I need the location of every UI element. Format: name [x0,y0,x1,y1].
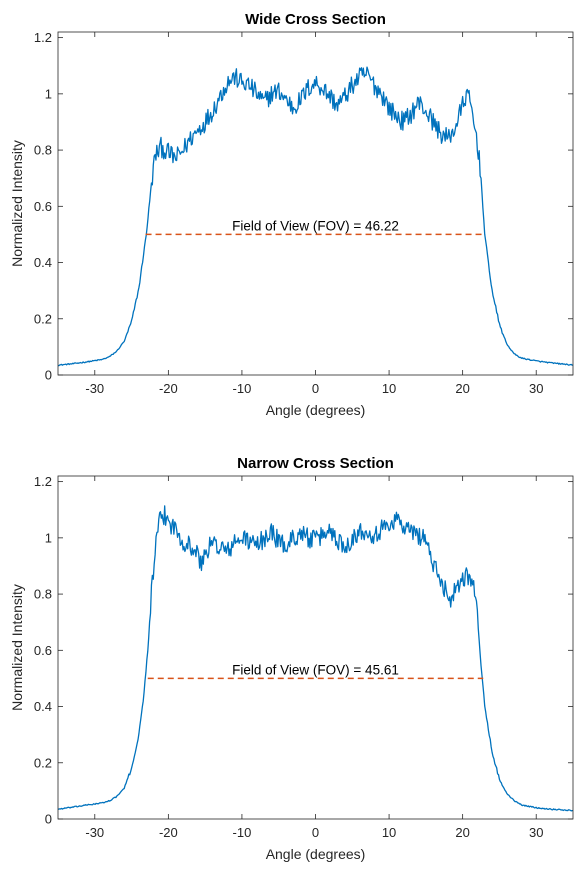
x-tick-label: 30 [529,381,543,396]
y-tick-label: 1 [45,86,52,101]
narrow-cross-section-chart: Narrow Cross Section Field of View (FOV) … [9,455,574,862]
x-tick-label: 30 [529,825,543,840]
x-tick-label: -10 [233,381,252,396]
x-tick-label: 10 [382,825,396,840]
x-tick-label: -20 [159,381,178,396]
fov-annotation: Field of View (FOV) = 46.22 [232,218,399,233]
fov-annotation: Field of View (FOV) = 45.61 [232,662,399,677]
x-tick-label: 20 [455,381,469,396]
y-tick-label: 0 [45,368,52,383]
x-tick-label: 0 [312,825,319,840]
y-tick-label: 0.8 [34,587,52,602]
y-tick-label: 0 [45,812,52,827]
y-tick-label: 0.6 [34,199,52,214]
y-tick-label: 0.4 [34,699,52,714]
x-tick-label: -30 [85,381,104,396]
x-tick-label: -10 [233,825,252,840]
x-tick-label: -20 [159,825,178,840]
y-tick-label: 1 [45,530,52,545]
x-axis-label: Angle (degrees) [266,846,366,862]
x-tick-label: 10 [382,381,396,396]
y-tick-label: 1.2 [34,30,52,45]
y-axis-label: Normalized Intensity [9,584,25,711]
y-tick-label: 0.2 [34,755,52,770]
x-axis-label: Angle (degrees) [266,402,366,418]
y-tick-label: 0.8 [34,143,52,158]
intensity-series-line [58,505,573,812]
y-tick-label: 0.4 [34,255,52,270]
chart-title: Narrow Cross Section [237,455,394,472]
x-tick-label: -30 [85,825,104,840]
y-axis-label: Normalized Intensity [9,140,25,267]
y-tick-label: 0.6 [34,643,52,658]
wide-cross-section-chart: Wide Cross Section Field of View (FOV) = … [9,11,574,418]
y-tick-label: 1.2 [34,474,52,489]
y-tick-label: 0.2 [34,311,52,326]
intensity-series-line [58,66,573,367]
x-tick-label: 0 [312,381,319,396]
x-tick-label: 20 [455,825,469,840]
chart-title: Wide Cross Section [245,11,386,28]
